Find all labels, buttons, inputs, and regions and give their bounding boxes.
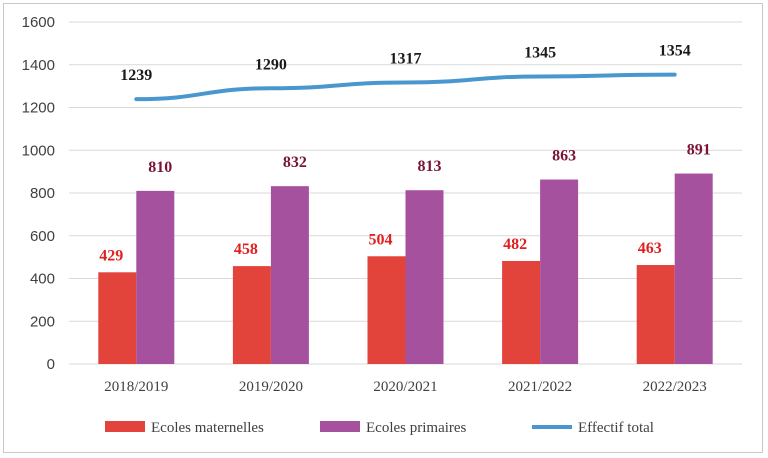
bar-ecoles-primaires (540, 179, 579, 364)
bar-ecoles-primaires (674, 173, 713, 364)
data-label: 810 (148, 159, 172, 176)
y-tick-label: 600 (30, 228, 55, 245)
total-line (134, 72, 677, 102)
y-tick-label: 400 (30, 271, 55, 288)
data-label: 863 (552, 148, 576, 165)
bar-ecoles-maternelles (502, 260, 541, 364)
bar-ecoles-maternelles (98, 272, 137, 364)
legend-label: Ecoles primaires (366, 420, 467, 436)
y-tick-label: 800 (30, 185, 55, 202)
y-tick-label: 200 (30, 313, 55, 330)
legend-swatch (105, 421, 145, 432)
bar-ecoles-primaires (405, 190, 444, 364)
data-label: 482 (503, 236, 527, 253)
data-label: 1290 (255, 56, 287, 73)
x-tick-label: 2020/2021 (373, 379, 437, 395)
gridlines (69, 21, 742, 365)
y-tick-label: 0 (47, 356, 55, 373)
y-tick-label: 1600 (22, 14, 55, 31)
chart-frame (3, 3, 763, 453)
bar-ecoles-maternelles (367, 256, 406, 364)
x-axis-ticks: 2018/2019 2019/2020 2020/2021 2021/2022 2022… (104, 379, 707, 395)
line-effectif-total (134, 72, 677, 102)
x-tick-label: 2018/2019 (104, 379, 168, 395)
bar-ecoles-maternelles (232, 266, 271, 364)
data-label: 458 (234, 241, 258, 258)
data-label: 832 (283, 154, 307, 171)
data-label: 504 (369, 231, 393, 248)
x-tick-label: 2019/2020 (239, 379, 303, 395)
data-label: 463 (638, 240, 662, 257)
data-label: 1317 (390, 50, 422, 67)
legend-label: Ecoles maternelles (151, 420, 264, 436)
x-tick-label: 2022/2023 (643, 379, 707, 395)
legend-swatch (320, 421, 360, 432)
y-tick-label: 1000 (22, 142, 55, 159)
data-label: 429 (99, 247, 123, 264)
bar-ecoles-primaires (136, 190, 175, 364)
y-axis-ticks: 0 200 400 600 800 1000 1200 1400 1600 (22, 14, 55, 373)
bar-ecoles-primaires (270, 186, 309, 364)
legend: Ecoles maternelles Ecoles primaires Effect… (105, 420, 654, 436)
data-label: 1345 (524, 45, 556, 62)
y-tick-label: 1400 (22, 57, 55, 74)
bar-ecoles-maternelles (636, 265, 675, 364)
y-tick-label: 1200 (22, 100, 55, 117)
x-tick-label: 2021/2022 (508, 379, 572, 395)
data-label: 1239 (120, 67, 152, 84)
legend-label: Effectif total (578, 420, 654, 436)
data-label: 1354 (659, 43, 691, 60)
data-labels: 429 458 504 482 463 810 832 813 863 891 1239 1290 13… (99, 43, 710, 265)
bars (98, 173, 713, 364)
data-label: 891 (687, 142, 711, 159)
data-label: 813 (418, 158, 442, 175)
